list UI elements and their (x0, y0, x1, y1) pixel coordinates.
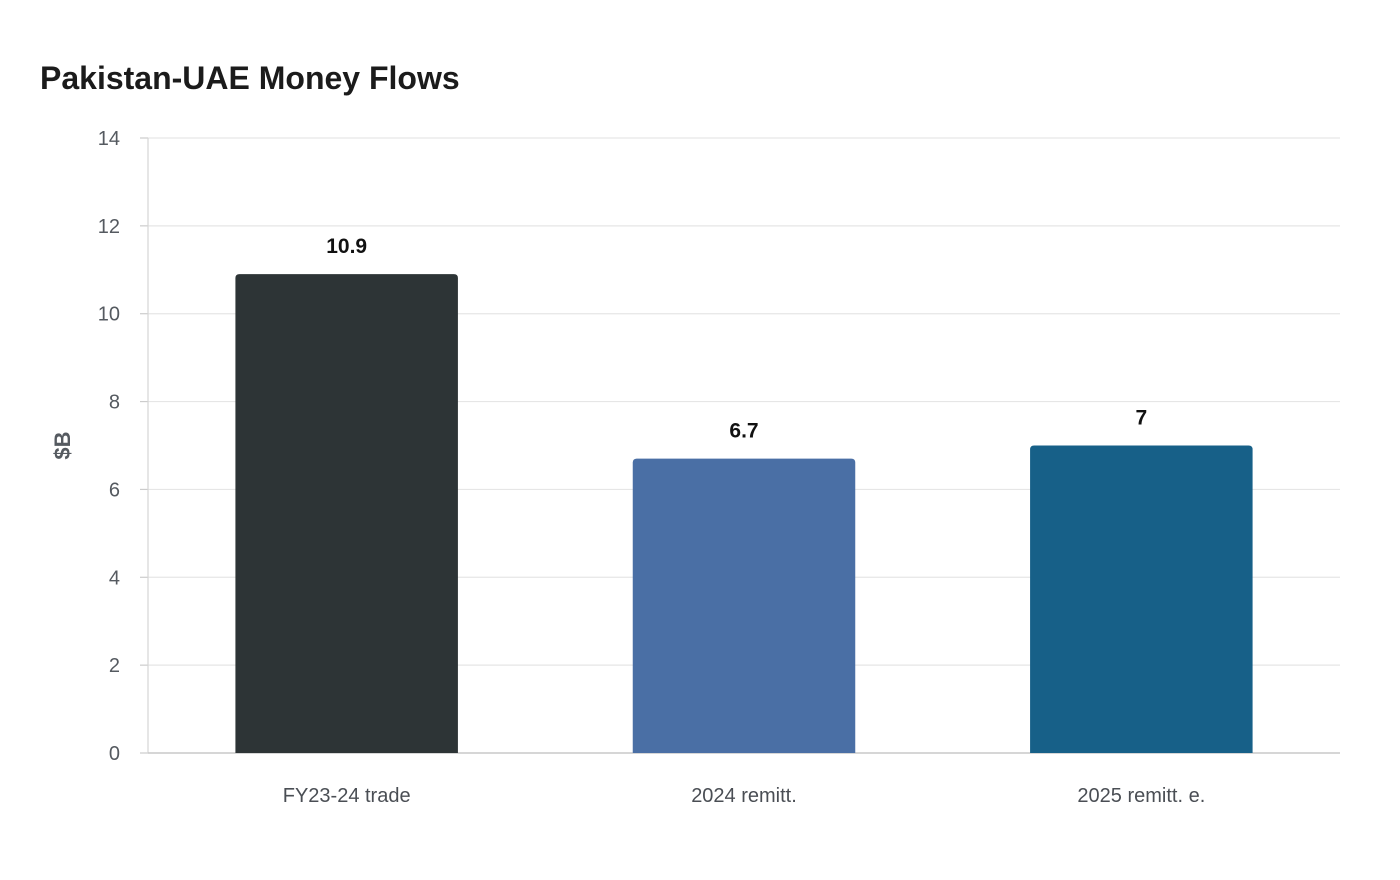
y-tick-label: 2 (109, 655, 120, 677)
y-tick-label: 10 (98, 304, 120, 326)
bar (1030, 445, 1253, 753)
value-labels: 10.9 6.7 7 (326, 235, 1147, 442)
category-labels: FY23-24 trade 2024 remitt. 2025 remitt. e. (283, 785, 1206, 807)
bar (632, 458, 856, 753)
y-tick-label: 14 (98, 128, 120, 150)
y-axis-title: $B (50, 431, 75, 459)
chart-title: Pakistan-UAE Money Flows (40, 60, 460, 96)
category-label: 2024 remitt. (691, 785, 797, 807)
y-tick-label: 0 (109, 743, 120, 765)
value-label: 10.9 (326, 235, 367, 258)
value-label: 6.7 (729, 420, 758, 443)
category-label: FY23-24 trade (283, 785, 411, 807)
bar (235, 274, 458, 753)
value-label: 7 (1135, 407, 1147, 430)
category-label: 2025 remitt. e. (1077, 785, 1205, 807)
y-tick-label: 8 (109, 392, 120, 414)
bars (235, 274, 1253, 753)
y-tick-labels: 0 2 4 6 8 10 12 14 (98, 128, 120, 765)
y-tick-label: 4 (109, 567, 120, 589)
y-tick-label: 12 (98, 216, 120, 238)
y-tick-label: 6 (109, 479, 120, 501)
